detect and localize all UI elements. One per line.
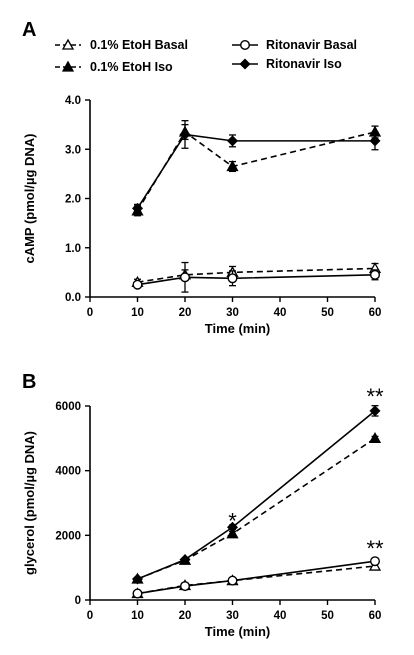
y-tick-label: 4000 [55, 466, 81, 478]
chart-panel-a: 0 10 20 30 40 50 60 0.0 1.0 2.0 3.0 4.0 Time (min) cA… [22, 95, 381, 336]
x-tick-label: 30 [226, 610, 239, 622]
data-point [226, 521, 239, 533]
x-tick-label: 0 [87, 307, 93, 319]
data-point [132, 588, 143, 599]
data-point [179, 554, 191, 566]
data-point [179, 128, 191, 140]
legend-label-ritonavir-basal: Ritonavir Basal [266, 38, 357, 52]
x-tick-label: 20 [179, 610, 192, 622]
legend-marker [239, 40, 250, 51]
data-point [369, 405, 381, 417]
series-line [137, 410, 376, 580]
legend: 0.1% EtoH Basal 0.1% EtoH Iso Ritonavir … [55, 38, 357, 74]
x-tick-label: 40 [274, 610, 287, 622]
x-tick-label: 20 [179, 307, 192, 319]
data-point [226, 160, 239, 172]
series-b-rit-iso [131, 405, 381, 585]
data-point [226, 135, 239, 147]
significance-marker: * [228, 509, 237, 534]
legend-entry-ritonavir-iso: Ritonavir Iso [232, 57, 342, 71]
x-tick-label: 60 [369, 610, 382, 622]
data-point [226, 527, 239, 539]
series-line [136, 133, 375, 209]
y-tick-label: 1.0 [65, 243, 81, 255]
y-tick-label: 3.0 [65, 144, 81, 156]
y-tick-label: 2000 [55, 530, 81, 542]
legend-swatch-etoh-iso [55, 60, 81, 72]
data-point [179, 272, 190, 283]
data-point [227, 575, 238, 586]
legend-marker [239, 58, 251, 70]
series-line [137, 565, 376, 595]
legend-label-etoh-basal: 0.1% EtoH Basal [90, 38, 188, 52]
panel-a-label: A [22, 19, 36, 41]
legend-entry-etoh-iso: 0.1% EtoH Iso [55, 60, 173, 74]
panel-b-label: B [22, 371, 36, 393]
data-point [369, 135, 381, 147]
legend-entry-etoh-basal: 0.1% EtoH Basal [55, 38, 188, 52]
series-line [137, 274, 376, 286]
significance-marker: ** [366, 384, 384, 409]
data-point [179, 581, 190, 592]
series-b-rit-basal [132, 556, 381, 599]
x-tick-label: 30 [226, 307, 239, 319]
data-point [368, 431, 382, 443]
x-tick-label: 60 [369, 307, 382, 319]
legend-swatch-ritonavir-basal [232, 40, 258, 51]
series-line [137, 560, 376, 595]
x-tick-label: 50 [321, 610, 334, 622]
y-tick-label: 6000 [55, 401, 81, 413]
x-tick-label: 10 [131, 610, 144, 622]
legend-entry-ritonavir-basal: Ritonavir Basal [232, 38, 357, 52]
x-tick-label: 10 [131, 307, 144, 319]
data-point [370, 269, 381, 280]
x-tick-label: 0 [87, 610, 93, 622]
series-a-etoh-iso [131, 123, 382, 217]
legend-swatch-ritonavir-iso [232, 58, 258, 70]
x-axis-title: Time (min) [205, 321, 271, 336]
data-point [227, 273, 238, 284]
legend-label-ritonavir-iso: Ritonavir Iso [266, 57, 342, 71]
y-tick-label: 4.0 [65, 95, 81, 107]
significance-marker: ** [366, 536, 384, 561]
x-tick-label: 50 [321, 307, 334, 319]
y-axis-title: cAMP (pmol/µg DNA) [22, 133, 37, 263]
data-point [370, 556, 381, 567]
data-point [131, 573, 144, 585]
legend-marker [61, 38, 75, 50]
series-a-rit-iso [131, 120, 381, 214]
series-a-rit-basal [132, 261, 381, 293]
y-axis-title: glycerol (pmol/µg DNA) [22, 431, 37, 575]
chart-panel-b: 0 10 20 30 40 50 60 0 2000 4000 6000 Time (min) glyc… [22, 384, 384, 639]
data-point [132, 279, 143, 290]
legend-swatch-etoh-basal [55, 38, 81, 50]
data-point [131, 202, 144, 214]
y-tick-label: 2.0 [65, 194, 81, 206]
legend-marker [61, 60, 75, 72]
y-tick-label: 0.0 [65, 292, 81, 304]
x-axis-title: Time (min) [205, 624, 271, 639]
series-line [136, 130, 376, 212]
y-tick-label: 0 [75, 595, 81, 607]
legend-label-etoh-iso: 0.1% EtoH Iso [90, 60, 173, 74]
series-line [137, 267, 376, 284]
x-tick-label: 40 [274, 307, 287, 319]
